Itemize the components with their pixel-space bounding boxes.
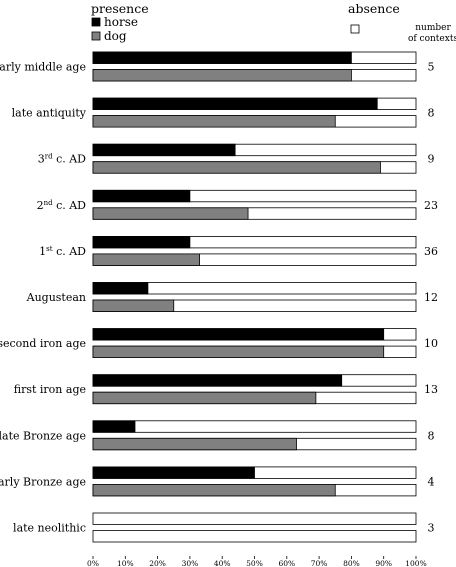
x-tick-label-9: 90%: [375, 559, 392, 567]
context-count-2: 9: [428, 153, 435, 166]
category-label-10: late neolithic: [13, 522, 86, 535]
category-label-9: early Bronze age: [0, 475, 86, 488]
bar-horse-8: [92, 420, 136, 433]
bar-horse-1: [92, 97, 378, 110]
category-labels: early middle age late antiquity 3rd c. AD 2…: [0, 61, 87, 535]
context-count-6: 10: [424, 337, 438, 350]
bar-horse-0: [92, 51, 352, 64]
category-label-0: early middle age: [0, 61, 86, 74]
bar-absence-horse-8: [92, 420, 417, 433]
category-label-5: Augustean: [26, 291, 86, 304]
context-count-5: 12: [424, 291, 438, 304]
x-tick-label-3: 30%: [182, 559, 199, 567]
legend-title: presence: [91, 1, 149, 16]
x-tick-label-7: 70%: [311, 559, 328, 567]
x-tick-label-8: 80%: [343, 559, 360, 567]
legend-swatch-dog: [91, 31, 101, 41]
x-tick-label-10: 100%: [405, 559, 426, 567]
context-count-8: 8: [428, 429, 435, 442]
context-count-4: 36: [424, 245, 438, 258]
x-tick-label-1: 10%: [117, 559, 134, 567]
context-count-0: 5: [428, 61, 435, 74]
bar-horse-4: [92, 235, 191, 249]
category-label-7: first iron age: [14, 383, 86, 396]
contexts-header-line-0: number: [415, 23, 451, 33]
x-tick-label-5: 50%: [246, 559, 263, 567]
bar-dog-6: [92, 345, 385, 359]
category-label-4: 1st c. AD: [39, 245, 86, 258]
category-label-3: 2nd c. AD: [37, 199, 87, 212]
bar-horse-3: [92, 189, 191, 203]
category-label-6: second iron age: [0, 337, 86, 350]
contexts-header-line-1: of contexts: [408, 34, 456, 44]
bar-horse-2: [92, 143, 236, 157]
legend-label-horse: horse: [104, 15, 138, 29]
bar-dog-0: [92, 69, 352, 82]
category-label-8: late Bronze age: [0, 429, 86, 442]
x-tick-label-4: 40%: [214, 559, 231, 567]
bar-horse-9: [92, 466, 255, 479]
x-tick-label-2: 20%: [149, 559, 166, 567]
bar-horse-5: [92, 282, 149, 295]
x-tick-label-0: 0%: [87, 559, 99, 567]
category-label-1: late antiquity: [12, 107, 87, 120]
bar-dog-4: [92, 253, 200, 266]
bar-dog-7: [92, 391, 317, 405]
bar-absence-horse-10: [92, 512, 417, 525]
bar-dog-5: [92, 299, 175, 312]
bar-dog-2: [92, 161, 381, 174]
context-count-3: 23: [424, 199, 438, 212]
bar-dog-8: [92, 437, 297, 451]
bar-horse-7: [92, 374, 343, 387]
x-tick-label-6: 60%: [278, 559, 295, 567]
context-count-7: 13: [424, 383, 438, 396]
bars-group: [92, 51, 417, 543]
context-count-10: 3: [428, 522, 435, 535]
legend-swatch-absence: [350, 24, 360, 34]
legend-label-dog: dog: [104, 29, 127, 43]
context-count-1: 8: [428, 107, 435, 120]
legend-absence-label: absence: [348, 1, 400, 16]
x-axis: 0% 10% 20% 30% 40% 50% 60% 70% 80% 90% 100%: [87, 556, 427, 567]
bar-dog-9: [92, 483, 336, 497]
category-label-2: 3rd c. AD: [38, 153, 86, 166]
legend-swatch-horse: [91, 17, 101, 27]
context-count-9: 4: [428, 475, 435, 488]
bar-horse-6: [92, 328, 385, 341]
bar-dog-1: [92, 115, 336, 128]
context-counts: 5 8 9 23 36 12 10 13 8 4 3: [424, 61, 438, 535]
bar-absence-dog-10: [92, 530, 417, 543]
bar-dog-3: [92, 207, 249, 220]
